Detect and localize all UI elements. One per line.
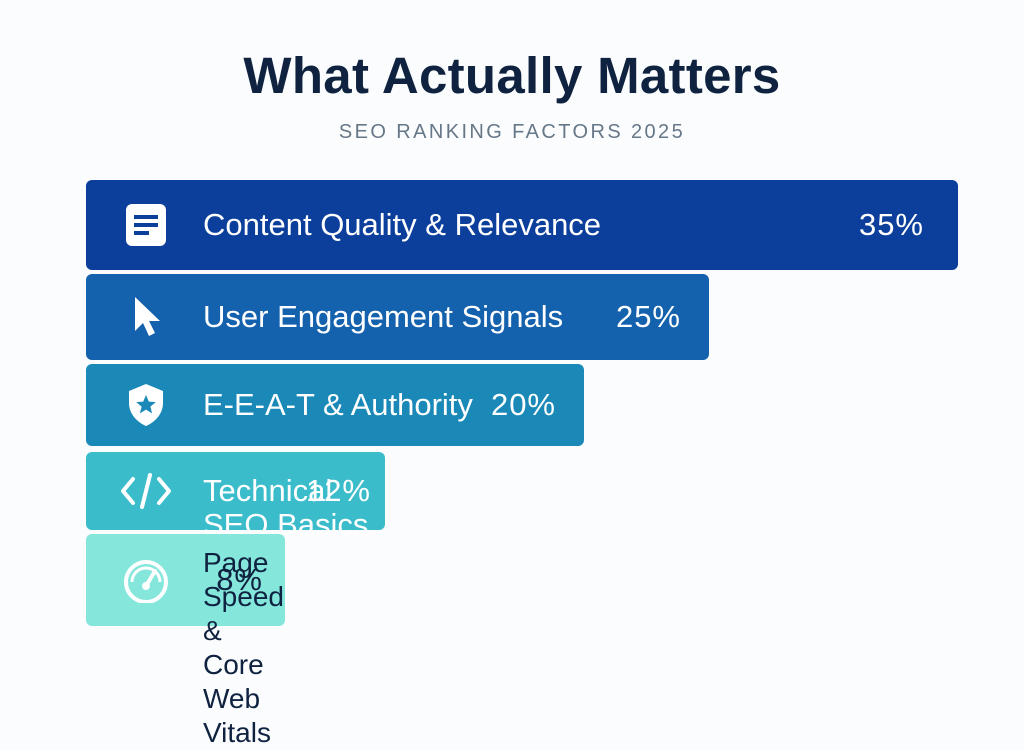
bar-value-label: 25% — [615, 299, 681, 334]
cursor-icon — [116, 274, 176, 360]
bar-label: E-E-A-T & Authority — [203, 387, 473, 422]
bar-value-label: 35% — [858, 207, 924, 242]
bar-value-label: 20% — [490, 387, 556, 422]
bar-label: User Engagement Signals — [203, 299, 564, 334]
chart-title: What Actually Matters — [243, 47, 781, 104]
document-icon — [116, 180, 176, 270]
chart-subtitle: SEO RANKING FACTORS 2025 — [338, 121, 686, 143]
shield-star-icon — [116, 364, 176, 446]
code-icon — [116, 452, 176, 530]
speedometer-icon — [116, 534, 176, 626]
bar-value-label: 12% — [305, 473, 371, 508]
bar-2: User Engagement Signals 25% — [86, 274, 709, 360]
bar-value-label: 8% — [216, 562, 263, 597]
bar-label: Content Quality & Relevance — [203, 207, 602, 242]
bar-4: Technical SEO Basics 12% — [86, 452, 385, 542]
bar-3: E-E-A-T & Authority 20% — [86, 364, 584, 446]
bar-5: Page Speed & Core Web Vitals 8% — [86, 534, 285, 748]
bar-1: Content Quality & Relevance 35% — [86, 180, 958, 270]
